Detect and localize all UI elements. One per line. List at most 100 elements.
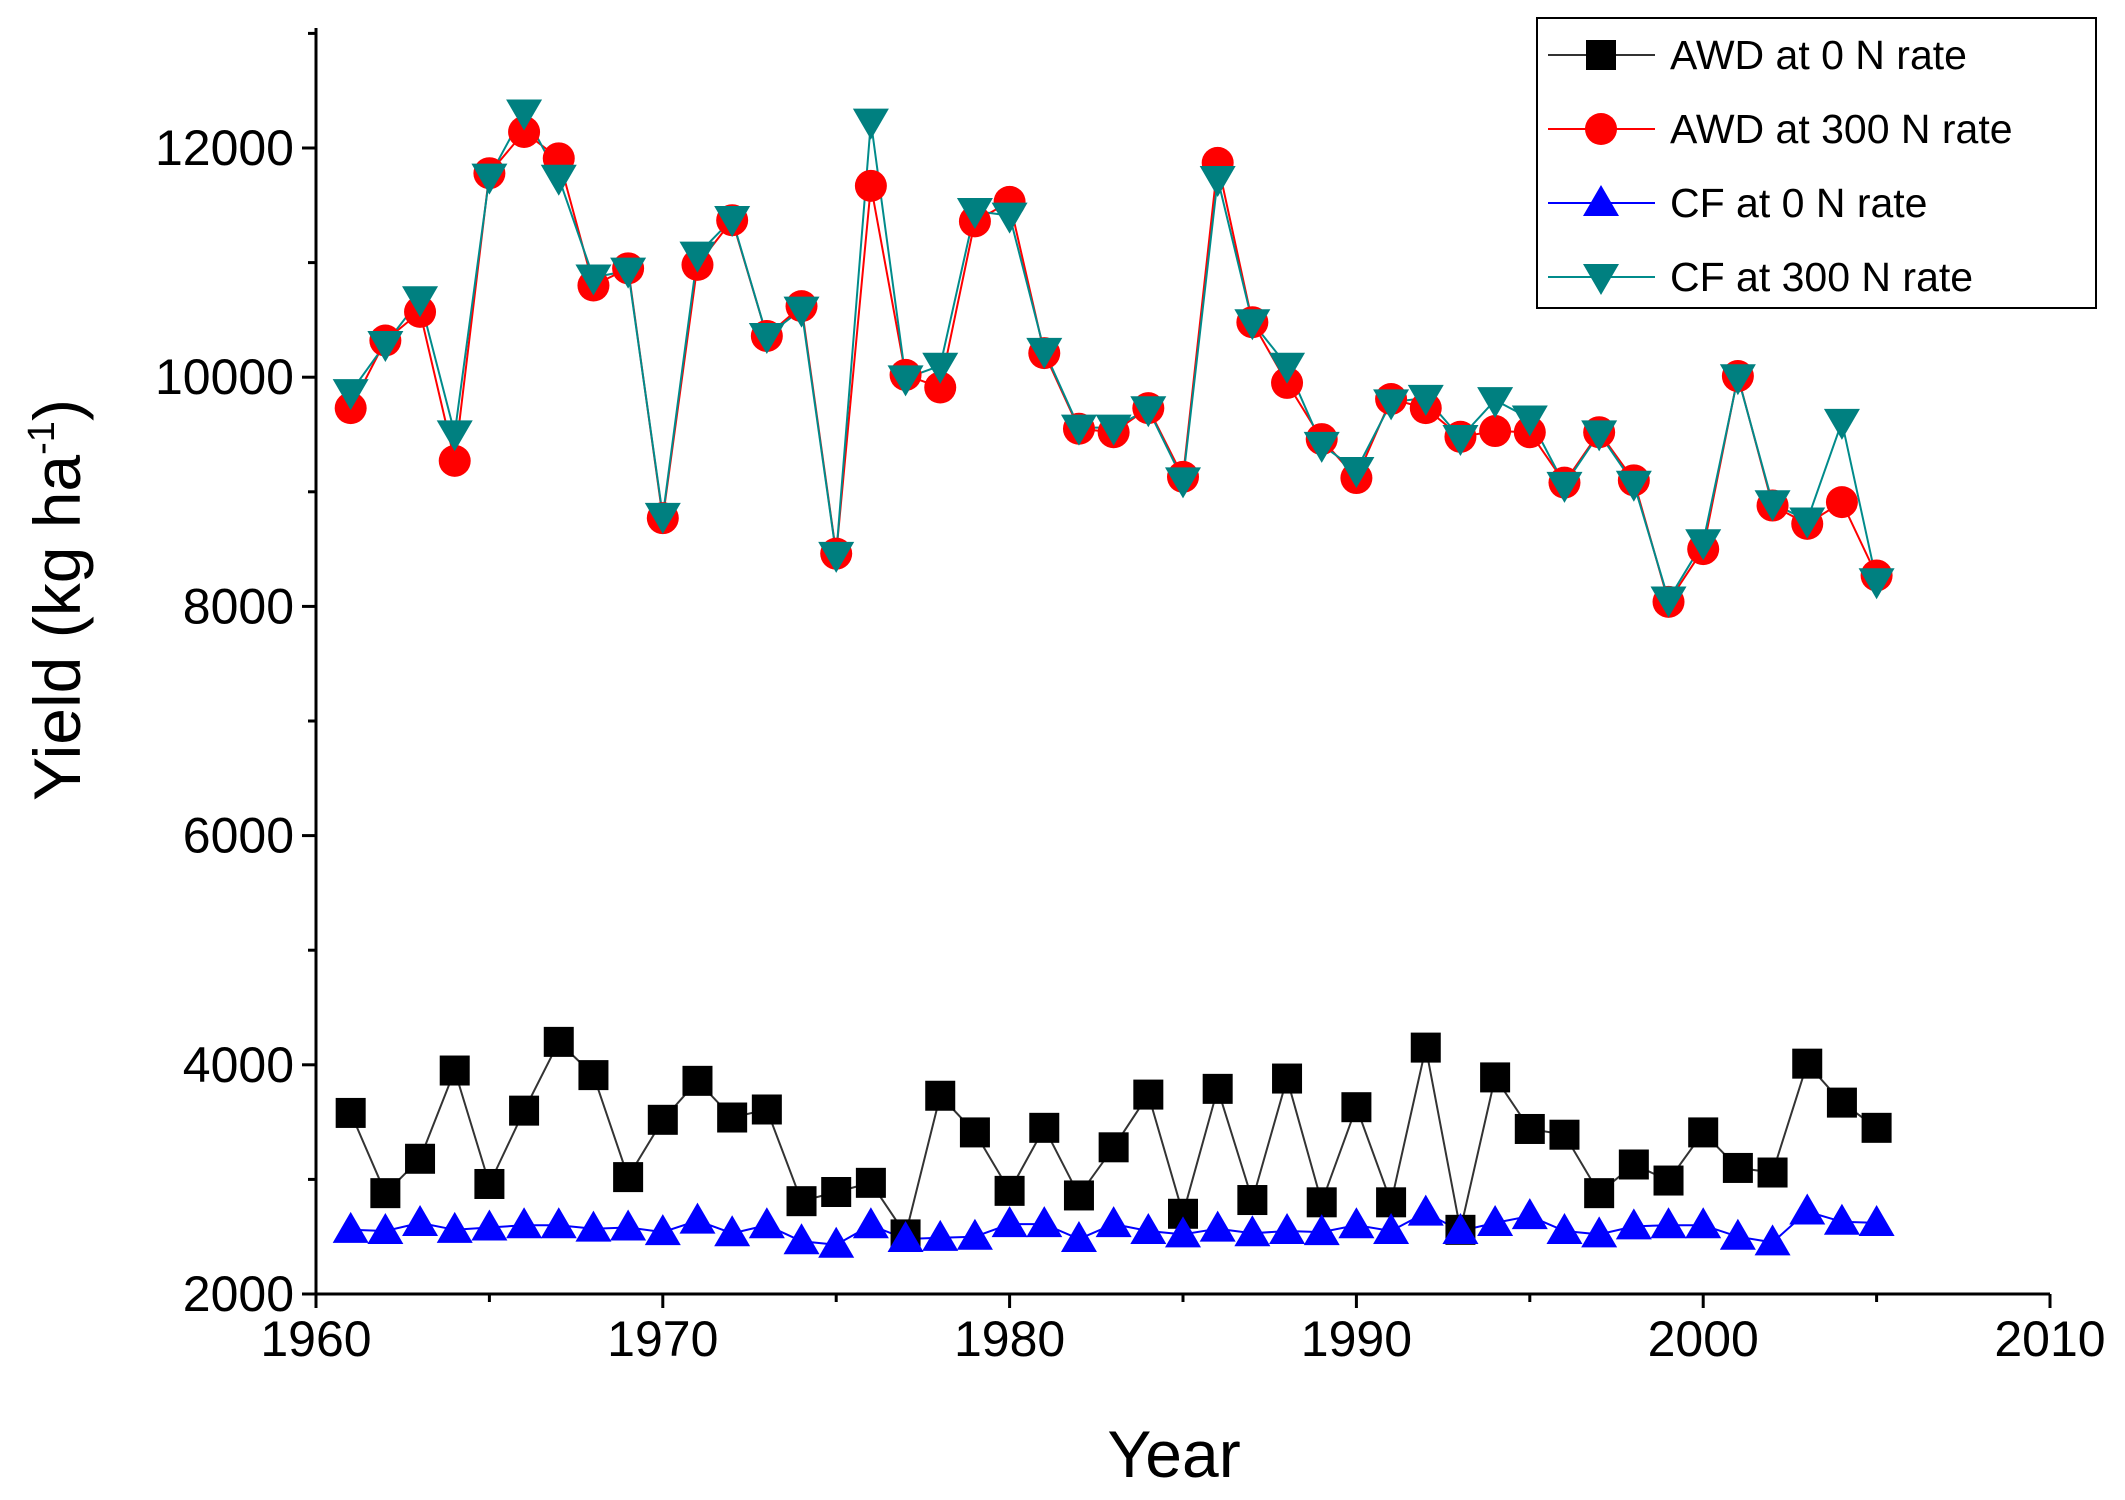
data-point-cf-at-0-n-rate: [1303, 1214, 1340, 1246]
data-point-awd-at-0-n-rate: [959, 1117, 990, 1148]
data-point-awd-at-0-n-rate: [1098, 1132, 1129, 1163]
data-point-awd-at-0-n-rate: [1341, 1092, 1372, 1123]
data-point-awd-at-0-n-rate: [405, 1143, 436, 1174]
data-point-cf-at-300-n-rate: [1581, 420, 1618, 452]
data-point-cf-at-300-n-rate: [436, 420, 473, 452]
data-point-cf-at-0-n-rate: [471, 1209, 508, 1241]
y-axis-title-main: Yield (kg ha: [20, 455, 94, 801]
data-point-awd-at-0-n-rate: [786, 1186, 817, 1217]
data-point-cf-at-0-n-rate: [540, 1207, 577, 1239]
data-point-cf-at-300-n-rate: [956, 198, 993, 230]
data-point-cf-at-0-n-rate: [1685, 1207, 1722, 1239]
legend-label: CF at 0 N rate: [1670, 180, 1927, 226]
data-point-cf-at-300-n-rate: [1823, 408, 1860, 440]
data-point-awd-at-0-n-rate: [1549, 1119, 1580, 1150]
x-tick-label: 1970: [607, 1311, 718, 1367]
data-point-cf-at-0-n-rate: [332, 1211, 369, 1243]
data-point-awd-at-0-n-rate: [1792, 1048, 1823, 1079]
data-point-awd-at-0-n-rate: [370, 1178, 401, 1209]
data-point-cf-at-0-n-rate: [506, 1207, 543, 1239]
data-point-cf-at-300-n-rate: [506, 99, 543, 131]
data-point-cf-at-300-n-rate: [748, 322, 785, 354]
data-point-awd-at-300-n-rate: [924, 371, 957, 404]
legend-label: CF at 300 N rate: [1670, 254, 1973, 300]
data-point-awd-at-0-n-rate: [1410, 1032, 1441, 1063]
x-tick-label: 1990: [1301, 1311, 1412, 1367]
data-point-awd-at-0-n-rate: [1237, 1185, 1268, 1216]
y-tick-label: 6000: [183, 808, 294, 864]
data-point-cf-at-300-n-rate: [679, 241, 716, 273]
data-point-cf-at-0-n-rate: [956, 1218, 993, 1250]
data-point-cf-at-300-n-rate: [783, 296, 820, 328]
data-point-cf-at-0-n-rate: [610, 1209, 647, 1241]
data-point-cf-at-300-n-rate: [1477, 387, 1514, 419]
data-point-awd-at-0-n-rate: [855, 1167, 886, 1198]
data-point-cf-at-0-n-rate: [887, 1220, 924, 1252]
data-point-cf-at-0-n-rate: [1823, 1203, 1860, 1235]
data-point-cf-at-300-n-rate: [1165, 467, 1201, 499]
legend-box: [1536, 17, 2097, 309]
y-axis-title: Yield (kg ha-1): [20, 399, 94, 801]
x-tick-label: 2000: [1648, 1311, 1759, 1367]
data-point-cf-at-0-n-rate: [1373, 1212, 1410, 1244]
data-point-cf-at-0-n-rate: [1407, 1194, 1444, 1226]
data-point-cf-at-300-n-rate: [540, 164, 577, 196]
data-point-cf-at-300-n-rate: [1511, 405, 1548, 437]
y-tick-label: 4000: [183, 1037, 294, 1093]
data-point-awd-at-0-n-rate: [751, 1094, 782, 1125]
series-markers: [332, 99, 1895, 1258]
data-point-cf-at-300-n-rate: [1615, 470, 1652, 502]
data-point-cf-at-300-n-rate: [1754, 490, 1791, 522]
data-point-cf-at-300-n-rate: [1303, 431, 1340, 463]
data-point-awd-at-0-n-rate: [1480, 1062, 1511, 1093]
legend-marker-awd-at-0-n-rate: [1586, 40, 1616, 70]
data-point-cf-at-0-n-rate: [818, 1226, 855, 1258]
data-point-cf-at-300-n-rate: [1789, 507, 1826, 539]
data-point-cf-at-300-n-rate: [1026, 337, 1063, 369]
y-tick-label: 2000: [183, 1266, 294, 1322]
data-point-cf-at-0-n-rate: [1511, 1198, 1548, 1230]
data-point-awd-at-300-n-rate: [438, 444, 471, 477]
data-point-cf-at-0-n-rate: [1858, 1204, 1895, 1236]
legend-label: AWD at 300 N rate: [1670, 106, 2013, 152]
data-point-cf-at-300-n-rate: [1130, 396, 1167, 428]
data-point-cf-at-300-n-rate: [1269, 352, 1306, 384]
data-point-awd-at-0-n-rate: [1306, 1187, 1337, 1218]
x-tick-label: 2010: [1994, 1311, 2105, 1367]
data-point-cf-at-0-n-rate: [1199, 1210, 1236, 1242]
data-point-awd-at-300-n-rate: [1479, 415, 1512, 448]
data-point-awd-at-0-n-rate: [335, 1097, 366, 1128]
y-tick-label: 12000: [155, 120, 294, 176]
legend-marker-awd-at-300-n-rate: [1585, 113, 1617, 145]
data-point-cf-at-300-n-rate: [367, 330, 404, 362]
data-point-awd-at-0-n-rate: [474, 1168, 505, 1199]
data-point-cf-at-300-n-rate: [471, 163, 508, 195]
data-point-awd-at-0-n-rate: [1757, 1157, 1788, 1188]
data-point-cf-at-0-n-rate: [714, 1215, 751, 1247]
y-tick-label: 8000: [183, 578, 294, 634]
axes: 1960 1970 1980 1990 2000 2010 2000 4000 6000 8000…: [155, 28, 2106, 1367]
data-point-awd-at-300-n-rate: [854, 169, 887, 202]
data-point-awd-at-0-n-rate: [717, 1102, 748, 1133]
data-point-awd-at-0-n-rate: [613, 1162, 644, 1193]
data-point-cf-at-0-n-rate: [852, 1207, 889, 1239]
data-point-cf-at-300-n-rate: [991, 202, 1028, 234]
legend: AWD at 0 N rate AWD at 300 N rate CF at 0 …: [1536, 17, 2097, 309]
data-point-cf-at-300-n-rate: [714, 206, 751, 238]
data-point-cf-at-0-n-rate: [1338, 1207, 1375, 1239]
x-axis-title: Year: [1107, 1417, 1240, 1491]
data-point-awd-at-0-n-rate: [1688, 1117, 1719, 1148]
y-axis-title-superscript: -1: [21, 421, 63, 455]
data-point-cf-at-0-n-rate: [783, 1223, 820, 1255]
data-point-cf-at-0-n-rate: [1581, 1216, 1618, 1248]
data-point-awd-at-0-n-rate: [682, 1065, 713, 1096]
data-point-awd-at-0-n-rate: [1653, 1165, 1684, 1196]
data-point-cf-at-300-n-rate: [922, 352, 959, 384]
data-point-cf-at-300-n-rate: [402, 286, 439, 318]
data-point-cf-at-0-n-rate: [1026, 1206, 1063, 1238]
legend-label: AWD at 0 N rate: [1670, 32, 1967, 78]
data-point-cf-at-0-n-rate: [436, 1211, 473, 1243]
data-point-cf-at-0-n-rate: [991, 1206, 1028, 1238]
data-point-awd-at-0-n-rate: [925, 1080, 956, 1111]
data-point-awd-at-0-n-rate: [1826, 1087, 1857, 1118]
